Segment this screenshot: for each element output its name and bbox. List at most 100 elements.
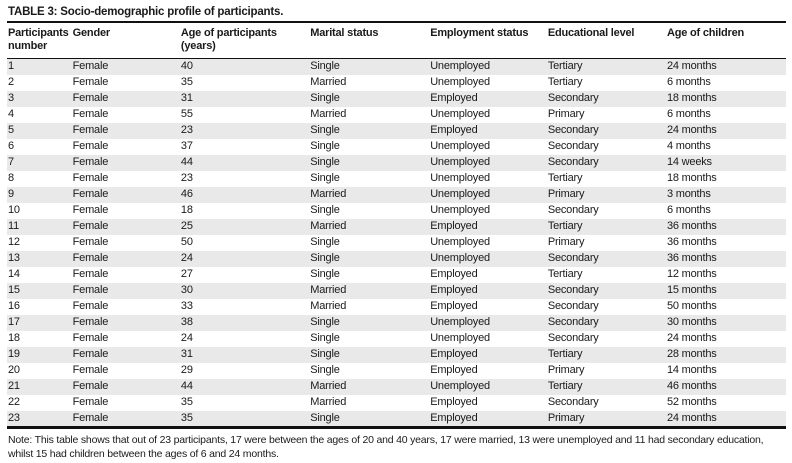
cell-employment-status: Unemployed xyxy=(430,60,490,73)
cell-participant-number: 16 xyxy=(8,299,20,312)
cell-age-years: 24 xyxy=(180,251,193,264)
cell-age-of-children: 36 months xyxy=(666,219,717,232)
table-title-label: TABLE 3: xyxy=(8,6,58,18)
cell-age-of-children: 4 months xyxy=(666,139,711,152)
cell-participant-number: 1 xyxy=(8,60,14,73)
cell-marital-status: Married xyxy=(310,75,347,88)
table-row: 23 Female 35 Single Employed Primary 24 months xyxy=(7,410,786,428)
table-row: 10 Female 18 Single Unemployed Secondary 6 mon… xyxy=(7,202,786,219)
cell-age-years: 38 xyxy=(180,315,193,328)
cell-marital-status: Single xyxy=(310,91,340,104)
cell-gender: Female xyxy=(72,139,109,152)
cell-employment-status: Employed xyxy=(430,219,478,232)
cell-age-of-children: 24 months xyxy=(666,411,717,424)
cell-gender: Female xyxy=(72,267,109,280)
cell-age-of-children: 36 months xyxy=(666,251,717,264)
cell-age-of-children: 14 weeks xyxy=(666,155,712,168)
cell-age-of-children: 52 months xyxy=(666,395,717,408)
cell-educational-level: Secondary xyxy=(547,251,599,264)
cell-age-years: 23 xyxy=(180,123,193,136)
cell-participant-number: 11 xyxy=(8,219,20,232)
column-header-participant-number: Participants number xyxy=(7,23,72,60)
cell-educational-level: Secondary xyxy=(547,283,599,296)
cell-employment-status: Employed xyxy=(430,363,478,376)
cell-marital-status: Single xyxy=(310,155,340,168)
cell-participant-number: 15 xyxy=(8,283,20,296)
cell-gender: Female xyxy=(72,331,109,344)
table-row: 20 Female 29 Single Employed Primary 14 months xyxy=(7,362,786,379)
column-header-age-years: Age of participants (years) xyxy=(179,23,310,60)
column-header-gender: Gender xyxy=(71,23,180,60)
cell-gender: Female xyxy=(72,299,109,312)
table-row: 9 Female 46 Married Unemployed Primary 3 month… xyxy=(7,186,786,203)
cell-age-years: 55 xyxy=(180,107,193,120)
cell-age-of-children: 18 months xyxy=(666,171,717,184)
socio-demographic-table: Participants number Gender Age of particip… xyxy=(7,23,786,429)
cell-participant-number: 20 xyxy=(8,363,20,376)
cell-marital-status: Single xyxy=(310,411,340,424)
cell-age-of-children: 15 months xyxy=(666,283,717,296)
cell-age-years: 31 xyxy=(180,347,193,360)
cell-employment-status: Unemployed xyxy=(430,171,490,184)
cell-educational-level: Secondary xyxy=(547,91,599,104)
cell-gender: Female xyxy=(72,219,109,232)
cell-age-of-children: 12 months xyxy=(666,267,717,280)
cell-educational-level: Tertiary xyxy=(547,75,583,88)
cell-age-years: 46 xyxy=(180,187,193,200)
cell-employment-status: Unemployed xyxy=(430,235,490,248)
cell-age-years: 33 xyxy=(180,299,193,312)
cell-age-years: 44 xyxy=(180,155,193,168)
table-row: 7 Female 44 Single Unemployed Secondary 14 wee… xyxy=(7,154,786,171)
table-row: 6 Female 37 Single Unemployed Secondary 4 mont… xyxy=(7,138,786,155)
table-note-label: Note: xyxy=(8,433,33,446)
cell-marital-status: Single xyxy=(310,60,340,73)
table-note-text: This table shows that out of 23 particip… xyxy=(8,433,764,460)
cell-participant-number: 22 xyxy=(8,395,20,408)
cell-age-years: 24 xyxy=(180,331,193,344)
cell-employment-status: Unemployed xyxy=(430,155,490,168)
cell-age-years: 18 xyxy=(180,203,193,216)
table-row: 21 Female 44 Married Unemployed Tertiary 46 mo… xyxy=(7,378,786,395)
cell-participant-number: 3 xyxy=(8,91,14,104)
cell-marital-status: Single xyxy=(310,331,340,344)
cell-educational-level: Secondary xyxy=(547,139,599,152)
cell-employment-status: Employed xyxy=(430,299,478,312)
cell-marital-status: Married xyxy=(310,107,347,120)
cell-employment-status: Unemployed xyxy=(430,315,490,328)
cell-age-years: 35 xyxy=(180,411,193,424)
table-row: 22 Female 35 Married Employed Secondary 52 mon… xyxy=(7,394,786,411)
column-header-educational-level: Educational level xyxy=(546,23,666,60)
cell-participant-number: 17 xyxy=(8,315,20,328)
cell-age-years: 30 xyxy=(180,283,193,296)
cell-educational-level: Tertiary xyxy=(547,347,583,360)
cell-age-of-children: 14 months xyxy=(666,363,717,376)
cell-gender: Female xyxy=(72,75,109,88)
cell-employment-status: Unemployed xyxy=(430,75,490,88)
cell-age-of-children: 50 months xyxy=(666,299,717,312)
cell-employment-status: Unemployed xyxy=(430,187,490,200)
column-header-employment-status: Employment status xyxy=(429,23,547,60)
cell-marital-status: Single xyxy=(310,251,340,264)
cell-educational-level: Tertiary xyxy=(547,219,583,232)
cell-gender: Female xyxy=(72,363,109,376)
cell-age-of-children: 24 months xyxy=(666,331,717,344)
cell-marital-status: Married xyxy=(310,299,347,312)
cell-employment-status: Unemployed xyxy=(430,379,490,392)
table-row: 4 Female 55 Married Unemployed Primary 6 month… xyxy=(7,106,786,123)
cell-participant-number: 21 xyxy=(8,379,20,392)
cell-marital-status: Single xyxy=(310,203,340,216)
cell-employment-status: Unemployed xyxy=(430,203,490,216)
cell-gender: Female xyxy=(72,347,109,360)
table-body: 1 Female 40 Single Unemployed Tertiary 24 mont… xyxy=(7,58,786,428)
cell-participant-number: 8 xyxy=(8,171,14,184)
table-row: 17 Female 38 Single Unemployed Secondary 30 mo… xyxy=(7,314,786,331)
cell-employment-status: Employed xyxy=(430,91,478,104)
cell-employment-status: Unemployed xyxy=(430,139,490,152)
cell-participant-number: 2 xyxy=(8,75,14,88)
cell-age-of-children: 6 months xyxy=(666,107,711,120)
column-header-age-of-children: Age of children xyxy=(665,23,786,60)
table-row: 5 Female 23 Single Employed Secondary 24 month… xyxy=(7,122,786,139)
cell-marital-status: Married xyxy=(310,187,347,200)
cell-age-years: 23 xyxy=(180,171,193,184)
cell-employment-status: Employed xyxy=(430,267,478,280)
